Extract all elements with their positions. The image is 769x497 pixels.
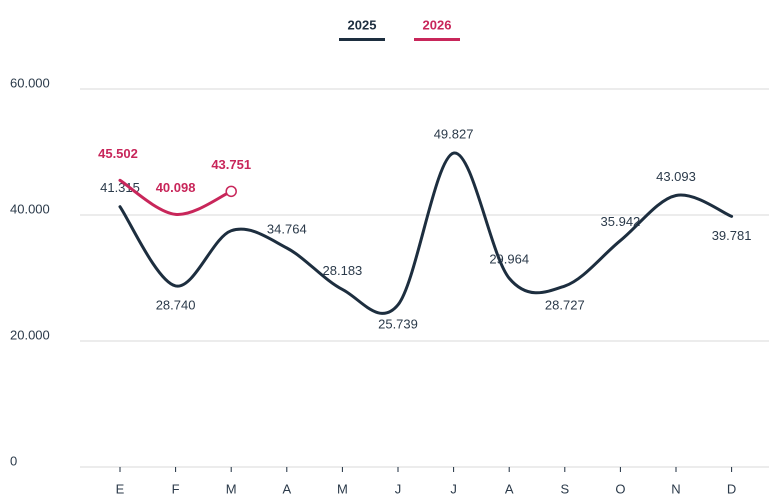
- data-label: 29.964: [489, 252, 529, 267]
- x-tick-label: J: [395, 481, 402, 496]
- x-tick-label: M: [337, 481, 348, 496]
- x-tick-label: S: [560, 481, 569, 496]
- y-tick-label: 20.000: [10, 327, 50, 342]
- data-label: 41.315: [100, 180, 140, 195]
- data-label: 34.764: [267, 221, 307, 236]
- x-tick-label: A: [505, 481, 514, 496]
- y-tick-label: 60.000: [10, 75, 50, 90]
- data-label: 25.739: [378, 316, 418, 331]
- data-label: 40.098: [156, 180, 196, 195]
- x-tick-label: O: [615, 481, 625, 496]
- legend-label: 2026: [423, 17, 452, 32]
- legend-underline: [414, 38, 460, 41]
- x-tick-label: D: [727, 481, 736, 496]
- x-tick-label: M: [226, 481, 237, 496]
- data-label: 43.093: [656, 169, 696, 184]
- x-tick-label: J: [450, 481, 457, 496]
- series-line: [118, 178, 233, 216]
- y-tick-label: 40.000: [10, 201, 50, 216]
- data-label: 28.183: [323, 263, 363, 278]
- data-label: 35.942: [601, 214, 641, 229]
- data-label: 43.751: [211, 157, 251, 172]
- legend-label: 2025: [348, 17, 377, 32]
- data-label: 49.827: [434, 127, 474, 142]
- end-marker: [225, 185, 237, 198]
- series-line: [118, 151, 734, 315]
- data-label: 28.740: [156, 297, 196, 312]
- x-tick-label: A: [282, 481, 291, 496]
- x-tick-label: E: [116, 481, 125, 496]
- data-label: 45.502: [98, 146, 138, 161]
- x-tick-label: N: [671, 481, 680, 496]
- data-label: 28.727: [545, 297, 585, 312]
- y-tick-label: 0: [10, 453, 17, 468]
- legend-underline: [339, 38, 385, 41]
- x-tick-label: F: [172, 481, 180, 496]
- data-label: 39.781: [712, 228, 752, 243]
